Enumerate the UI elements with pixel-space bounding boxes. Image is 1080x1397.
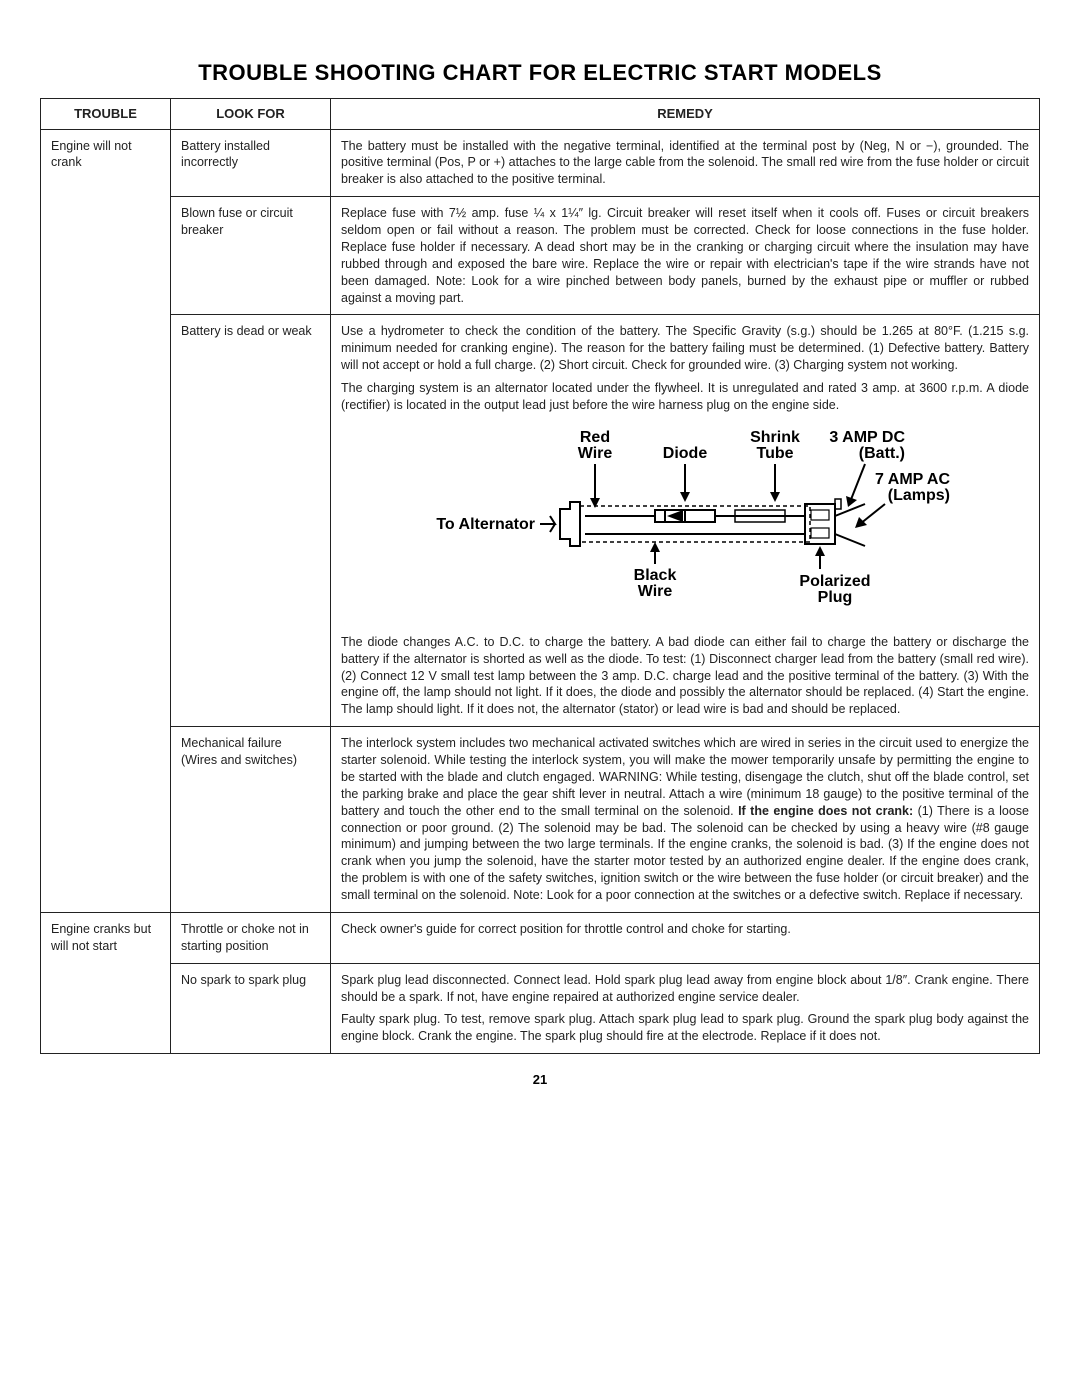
look-for-cell: Battery installed incorrectly bbox=[171, 129, 331, 197]
svg-text:Diode: Diode bbox=[663, 445, 708, 462]
remedy-cell: The battery must be installed with the n… bbox=[331, 129, 1040, 197]
remedy-cell: Use a hydrometer to check the condition … bbox=[331, 315, 1040, 727]
remedy-text: The diode changes A.C. to D.C. to charge… bbox=[341, 634, 1029, 718]
col-header-look: LOOK FOR bbox=[171, 99, 331, 130]
remedy-text: The interlock system includes two mechan… bbox=[341, 735, 1029, 904]
table-row: Blown fuse or circuit breakerReplace fus… bbox=[41, 197, 1040, 315]
table-row: Mechanical failure (Wires and switches)T… bbox=[41, 727, 1040, 913]
remedy-text: Replace fuse with 7½ amp. fuse ¼ x 1¼″ l… bbox=[341, 205, 1029, 306]
look-for-cell: Mechanical failure (Wires and switches) bbox=[171, 727, 331, 913]
remedy-text: Spark plug lead disconnected. Connect le… bbox=[341, 972, 1029, 1006]
look-for-cell: Throttle or choke not in starting positi… bbox=[171, 912, 331, 963]
remedy-text: Check owner's guide for correct position… bbox=[341, 921, 1029, 938]
table-row: Battery is dead or weakUse a hydrometer … bbox=[41, 315, 1040, 727]
svg-text:To Alternator: To Alternator bbox=[436, 516, 535, 533]
look-for-cell: Battery is dead or weak bbox=[171, 315, 331, 727]
svg-text:(Batt.): (Batt.) bbox=[859, 445, 905, 462]
page: TROUBLE SHOOTING CHART FOR ELECTRIC STAR… bbox=[0, 0, 1080, 1397]
svg-text:3 AMP DC: 3 AMP DC bbox=[829, 429, 905, 446]
page-number: 21 bbox=[40, 1072, 1040, 1087]
wiring-diagram: Red Wire Diode Shrink Tube 3 AMP DC (Bat… bbox=[405, 424, 965, 624]
svg-text:Wire: Wire bbox=[578, 445, 613, 462]
svg-text:Black: Black bbox=[634, 567, 677, 584]
svg-text:Polarized: Polarized bbox=[799, 573, 870, 590]
table-row: No spark to spark plug Spark plug lead di… bbox=[41, 963, 1040, 1054]
remedy-cell: The interlock system includes two mechan… bbox=[331, 727, 1040, 913]
trouble-cell: Engine will not crank bbox=[41, 129, 171, 912]
svg-text:Wire: Wire bbox=[638, 583, 673, 600]
troubleshooting-table: TROUBLE LOOK FOR REMEDY Engine will not … bbox=[40, 98, 1040, 1054]
remedy-cell: Spark plug lead disconnected. Connect le… bbox=[331, 963, 1040, 1054]
col-header-remedy: REMEDY bbox=[331, 99, 1040, 130]
look-for-cell: No spark to spark plug bbox=[171, 963, 331, 1054]
svg-text:Red: Red bbox=[580, 429, 610, 446]
remedy-text: Faulty spark plug. To test, remove spark… bbox=[341, 1011, 1029, 1045]
col-header-trouble: TROUBLE bbox=[41, 99, 171, 130]
svg-text:Tube: Tube bbox=[756, 445, 793, 462]
table-row: Engine will not crankBattery installed i… bbox=[41, 129, 1040, 197]
remedy-cell: Check owner's guide for correct position… bbox=[331, 912, 1040, 963]
remedy-text: The battery must be installed with the n… bbox=[341, 138, 1029, 189]
svg-text:Shrink: Shrink bbox=[750, 429, 800, 446]
page-title: TROUBLE SHOOTING CHART FOR ELECTRIC STAR… bbox=[40, 60, 1040, 86]
remedy-cell: Replace fuse with 7½ amp. fuse ¼ x 1¼″ l… bbox=[331, 197, 1040, 315]
svg-text:(Lamps): (Lamps) bbox=[888, 487, 950, 504]
table-header-row: TROUBLE LOOK FOR REMEDY bbox=[41, 99, 1040, 130]
svg-text:7 AMP AC: 7 AMP AC bbox=[875, 471, 950, 488]
svg-text:Plug: Plug bbox=[818, 589, 853, 606]
trouble-cell: Engine cranks but will not start bbox=[41, 912, 171, 1053]
remedy-text: Use a hydrometer to check the condition … bbox=[341, 323, 1029, 374]
remedy-text: The charging system is an alternator loc… bbox=[341, 380, 1029, 414]
table-row: Engine cranks but will not startThrottle… bbox=[41, 912, 1040, 963]
look-for-cell: Blown fuse or circuit breaker bbox=[171, 197, 331, 315]
